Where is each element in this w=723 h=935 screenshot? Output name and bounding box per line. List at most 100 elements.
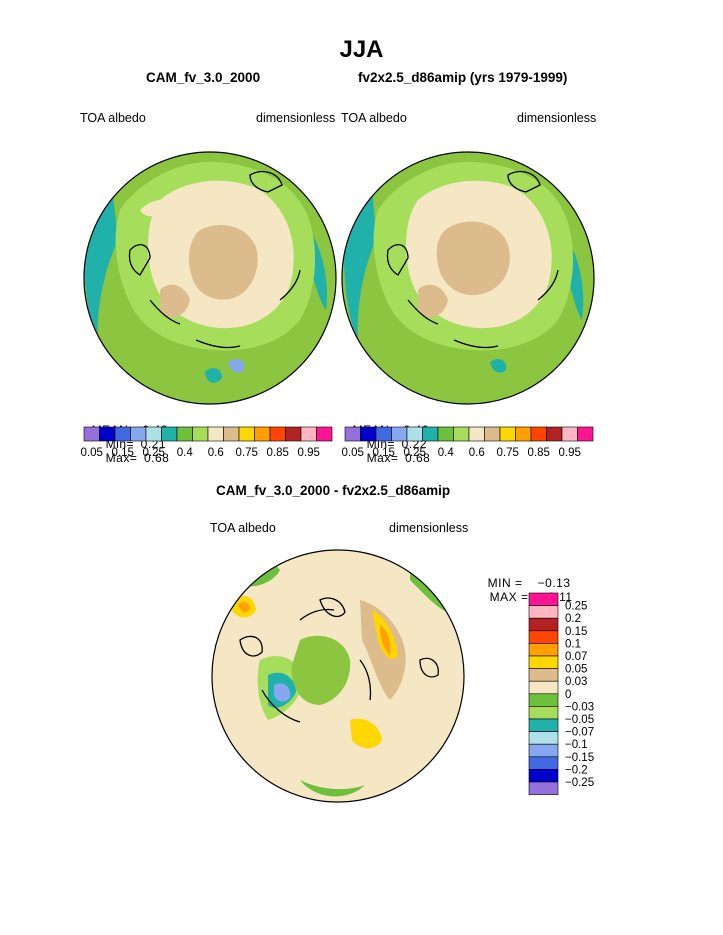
panel1-colorbar-swatch [161,426,178,442]
panel1-teal-patch [205,368,222,383]
panel2-colorbar: 0.05 0.15 0.25 0.4 0.6 0.75 0.85 0.95 [342,426,594,459]
panel3-colorbar-tick-label: 0 [565,689,571,701]
panel2-colorbar-swatch [530,426,547,442]
panel1-colorbar-swatch [238,426,255,442]
panel3-colorbar-tick-label: −0.2 [565,764,588,776]
panel2-coastlines [386,171,559,349]
panel2-colorbar-swatch [499,426,516,442]
panel2-max-value: 0.68 [405,451,431,465]
page-title: JJA [339,36,384,63]
panel2-colorbar-swatch [546,426,563,442]
panel3-map-border [211,549,465,803]
panel2-colorbar-swatch [468,426,485,442]
panel3-colorbar: 0.250.20.150.10.070.050.030−0.03−0.05−0.… [528,592,594,795]
panel1-colorbar-tick-label: 0.75 [236,447,258,459]
panel3-colorbar-tick-label: −0.1 [565,739,588,751]
panel3-colorbar-swatch [528,605,559,619]
panel1-coastlines [128,171,301,349]
panel1-colorbar-tick-label: 0.95 [298,447,320,459]
panel3-colorbar-swatch [528,592,559,606]
panel3-orange-patch-west [238,602,250,612]
panel1-max-label: Max= [105,451,138,465]
panel2-colorbar-swatch [515,426,532,442]
panel3-colorbar-swatch [528,630,559,644]
panel2-colorbar-swatch [391,426,408,442]
panel2-max-label: Max= [366,451,399,465]
panel3-colorbar-tick-label: 0.07 [565,651,587,663]
panel1-colorbar-swatch [83,426,100,442]
panel3-units: dimensionless [389,521,469,535]
panel3-colorbar-tick-label: −0.05 [565,714,594,726]
panel2-colorbar-swatch [577,426,594,442]
panel1-max-value: 0.68 [144,451,170,465]
panel1-ice-patch [140,199,170,217]
panel1-colorbar-swatch [192,426,209,442]
panel1-units: dimensionless [256,111,336,125]
panel1-colorbar-swatch [300,426,317,442]
panel1-map-border [83,151,337,405]
panel1-colorbar: 0.05 0.15 0.25 0.4 0.6 0.75 0.85 0.95 [81,426,333,459]
panel2-units: dimensionless [517,111,597,125]
panel3-colorbar-tick-label: −0.03 [565,701,594,713]
panel3-colorbar-swatch [528,655,559,669]
panel3-colorbar-swatch [528,718,559,732]
panel2-greenland [418,284,448,318]
panel3-colorbar-tick-label: 0.03 [565,676,587,688]
panel3-colorbar-tick-label: −0.07 [565,727,594,739]
panel1-blue-patch [228,359,245,373]
panel3-colorbar-swatch [528,668,559,682]
panel1-colorbar-swatch [145,426,162,442]
panel1-colorbar-swatch [254,426,271,442]
panel1-colorbar-swatch [176,426,193,442]
panel1-colorbar-tick-label: 0.6 [208,447,224,459]
panel3-min-label: MIN = [487,576,523,590]
panel1-colorbar-swatch [207,426,224,442]
panel2-colorbar-tick-label: 0.75 [497,447,519,459]
panel2-colorbar-swatch [453,426,470,442]
panel2-colorbar-swatch [422,426,439,442]
panel2-colorbar-swatch [360,426,377,442]
panel2-variable: TOA albedo [341,111,407,125]
panel3-colorbar-tick-label: 0.2 [565,613,581,625]
panel1-colorbar-swatch [114,426,131,442]
panel1-colorbar-tick-label: 0.15 [112,447,134,459]
panel2-map-border [341,151,595,405]
panel3-max-label: MAX = [489,590,529,604]
panel1-colorbar-tick-label: 0.25 [143,447,165,459]
panel3-colorbar-tick-label: 0.05 [565,664,587,676]
panel3-colorbar-tick-label: 0.15 [565,626,587,638]
panel2-colorbar-tick-label: 0.6 [469,447,485,459]
panel2-teal-patch [490,359,507,373]
panel3-blue-core [274,683,291,702]
panel2-high-albedo-core [436,221,510,296]
panel3-colorbar-swatch [528,680,559,695]
panel2-colorbar-tick-label: 0.85 [528,447,550,459]
panel3-map [211,549,465,803]
panel3-variable: TOA albedo [210,521,276,535]
panel3-title: CAM_fv_3.0_2000 - fv2x2.5_d86amip [216,483,451,498]
panel1-map [83,151,337,405]
panel3-colorbar-tick-label: 0.1 [565,638,581,650]
panel2-colorbar-tick-label: 0.05 [342,447,364,459]
panel3-orange-patch-east [380,625,391,655]
panel1-high-albedo-core [188,225,258,300]
panel1-colorbar-swatch [269,426,286,442]
panel3-colorbar-swatch [528,731,559,745]
panel3-colorbar-tick-label: −0.15 [565,752,594,764]
panel2-title: fv2x2.5_d86amip (yrs 1979-1999) [358,70,568,85]
panel1-colorbar-swatch [130,426,147,442]
panel3-central-negative [291,635,351,705]
panel3-colorbar-swatch [528,643,559,657]
panel3-yellow-patch-south [350,718,382,749]
panel2-colorbar-swatch [484,426,501,442]
panel2-colorbar-swatch [344,426,361,442]
panel2-colorbar-tick-label: 0.15 [373,447,395,459]
panel3-min-value: −0.13 [537,576,571,590]
panel2-colorbar-tick-label: 0.25 [404,447,426,459]
panel3-colorbar-swatch [528,769,559,783]
panel3-colorbar-tick-label: 0.25 [565,601,587,613]
panel1-colorbar-tick-label: 0.4 [177,447,194,459]
panel2-colorbar-swatch [561,426,578,442]
panel1-variable: TOA albedo [80,111,146,125]
